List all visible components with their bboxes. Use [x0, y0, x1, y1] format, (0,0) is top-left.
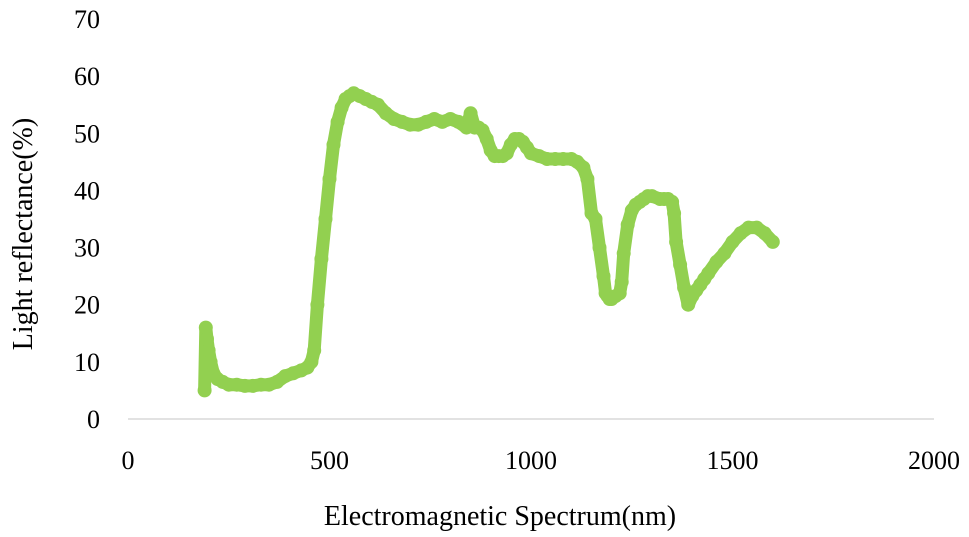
data-point [322, 172, 337, 186]
data-point [614, 274, 629, 289]
data-point [197, 383, 212, 398]
data-point [330, 114, 345, 129]
data-point [669, 234, 684, 249]
x-tick-label-0: 0 [122, 446, 135, 475]
x-tick-label-1: 500 [310, 446, 349, 475]
x-tick-label-4: 2000 [908, 446, 960, 475]
data-point [479, 132, 494, 146]
data-point [326, 137, 341, 152]
x-axis-title: Electromagnetic Spectrum(nm) [324, 501, 676, 532]
y-tick-label-4: 40 [74, 176, 100, 205]
data-point [673, 257, 688, 272]
data-point [318, 212, 333, 226]
data-point [596, 269, 611, 284]
x-axis-ticks: 0 500 1000 1500 2000 [122, 446, 961, 475]
y-tick-label-7: 70 [74, 5, 100, 34]
data-point [314, 252, 329, 266]
y-tick-label-3: 30 [74, 234, 100, 263]
data-point [717, 246, 732, 261]
y-tick-label-6: 60 [74, 62, 100, 91]
series-group [197, 86, 780, 398]
data-point [612, 286, 627, 301]
data-point [580, 172, 595, 186]
data-point [201, 343, 216, 358]
data-point [200, 332, 214, 346]
y-axis-ticks: 0 10 20 30 40 50 60 70 [74, 5, 100, 434]
data-point [310, 297, 325, 312]
data-point [592, 240, 607, 255]
series-points-0 [197, 86, 780, 398]
x-tick-label-2: 1000 [505, 446, 557, 475]
y-tick-label-5: 50 [74, 119, 100, 148]
data-point [463, 106, 478, 121]
data-point [576, 160, 591, 175]
data-point [616, 246, 631, 261]
data-point [701, 266, 716, 281]
data-point [203, 354, 218, 369]
data-point [307, 343, 322, 358]
y-tick-label-0: 0 [87, 405, 100, 434]
y-axis-title: Light reflectance(%) [8, 118, 39, 350]
data-point [667, 206, 682, 221]
data-point [198, 320, 213, 335]
data-point [665, 194, 680, 209]
data-point [588, 212, 603, 226]
y-tick-label-1: 10 [74, 348, 100, 377]
y-tick-label-2: 20 [74, 291, 100, 320]
data-point [304, 354, 319, 369]
x-tick-label-3: 1500 [707, 446, 759, 475]
data-point [765, 234, 780, 249]
data-point [620, 217, 635, 232]
